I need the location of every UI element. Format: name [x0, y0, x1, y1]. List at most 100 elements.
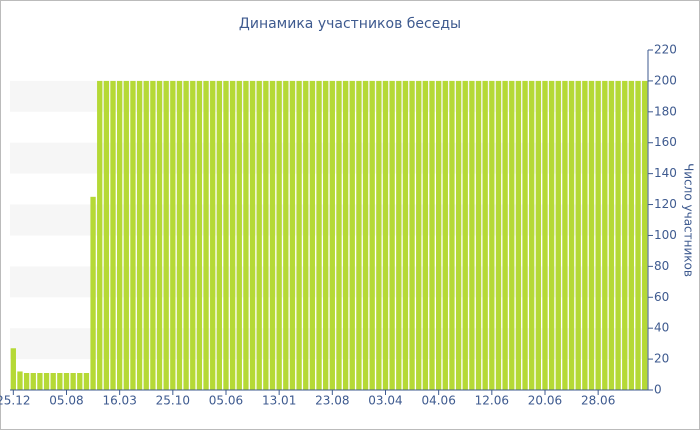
y-tick-label: 40	[654, 321, 669, 335]
y-tick-label: 20	[654, 352, 669, 366]
y-tick-label: 140	[654, 166, 677, 180]
bar	[123, 80, 129, 390]
bar	[130, 80, 136, 390]
bar	[382, 80, 389, 390]
bar	[548, 80, 555, 390]
bar	[396, 80, 402, 390]
y-tick-label: 100	[654, 228, 677, 242]
bar	[522, 80, 528, 390]
y-axis-title: Число участников	[682, 163, 696, 277]
bar	[582, 80, 588, 390]
y-tick-label: 200	[654, 73, 677, 87]
bar	[515, 80, 522, 390]
bar	[309, 80, 316, 390]
bar	[223, 80, 229, 390]
bar	[243, 80, 249, 390]
y-tick-label: 0	[654, 383, 662, 397]
bar	[628, 80, 635, 390]
bar	[283, 80, 289, 390]
bar	[37, 373, 43, 390]
bar	[110, 80, 116, 390]
bar	[622, 80, 628, 390]
bar	[57, 373, 63, 390]
grid-band	[10, 80, 648, 112]
bar	[615, 80, 621, 390]
bar	[216, 80, 223, 390]
bar	[23, 373, 30, 390]
x-tick-label: 05.08	[49, 394, 83, 408]
bar	[562, 80, 568, 390]
bar	[449, 80, 455, 390]
bar	[17, 371, 23, 390]
bar	[150, 80, 156, 390]
bar	[568, 80, 575, 390]
bar	[30, 373, 36, 390]
bar	[588, 80, 595, 390]
grid-band	[10, 266, 648, 298]
bar	[429, 80, 435, 390]
bar	[502, 80, 508, 390]
bar	[422, 80, 429, 390]
bar	[136, 80, 143, 390]
x-tick-label: 05.06	[209, 394, 243, 408]
bar	[635, 80, 641, 390]
y-tick-label: 160	[654, 135, 677, 149]
y-tick-label: 120	[654, 197, 677, 211]
x-tick-label: 13.01	[262, 394, 296, 408]
y-tick-label: 80	[654, 259, 669, 273]
bar	[362, 80, 369, 390]
bar	[416, 80, 422, 390]
bar	[63, 373, 70, 390]
chart-title: Динамика участников беседы	[239, 16, 461, 32]
x-tick-label: 23.08	[315, 394, 349, 408]
bar	[542, 80, 548, 390]
bar	[236, 80, 242, 390]
grid-band	[10, 204, 648, 236]
x-tick-label: 04.06	[421, 394, 455, 408]
bar	[269, 80, 276, 390]
bar	[409, 80, 415, 390]
bar	[608, 80, 615, 390]
bar	[595, 80, 601, 390]
bar	[555, 80, 561, 390]
bar	[176, 80, 183, 390]
bar	[376, 80, 382, 390]
bar	[50, 373, 56, 390]
bar	[642, 80, 648, 390]
bar	[336, 80, 342, 390]
x-tick-label: 25.10	[156, 394, 190, 408]
bar	[356, 80, 362, 390]
bar	[469, 80, 475, 390]
bar	[43, 373, 50, 390]
bar	[190, 80, 196, 390]
bar	[389, 80, 395, 390]
bar	[196, 80, 203, 390]
bar	[97, 80, 103, 390]
bar	[90, 196, 96, 390]
bar	[482, 80, 488, 390]
y-tick-label: 180	[654, 104, 677, 118]
bar	[435, 80, 442, 390]
bar	[249, 80, 256, 390]
x-tick-label: 28.06	[581, 394, 615, 408]
bar	[529, 80, 535, 390]
bar	[83, 373, 90, 390]
x-tick-label: 20.06	[528, 394, 562, 408]
bar	[276, 80, 282, 390]
bar	[210, 80, 216, 390]
bar	[575, 80, 581, 390]
x-tick-label: 25.12	[0, 394, 31, 408]
bar	[349, 80, 355, 390]
bar	[602, 80, 608, 390]
bar	[103, 80, 110, 390]
bar	[342, 80, 349, 390]
x-tick-label: 12.06	[475, 394, 509, 408]
bar	[156, 80, 163, 390]
y-tick-label: 60	[654, 290, 669, 304]
bar	[183, 80, 189, 390]
bar	[369, 80, 375, 390]
bar	[143, 80, 149, 390]
grid-band	[10, 142, 648, 174]
bar	[70, 373, 76, 390]
bar	[10, 348, 16, 390]
